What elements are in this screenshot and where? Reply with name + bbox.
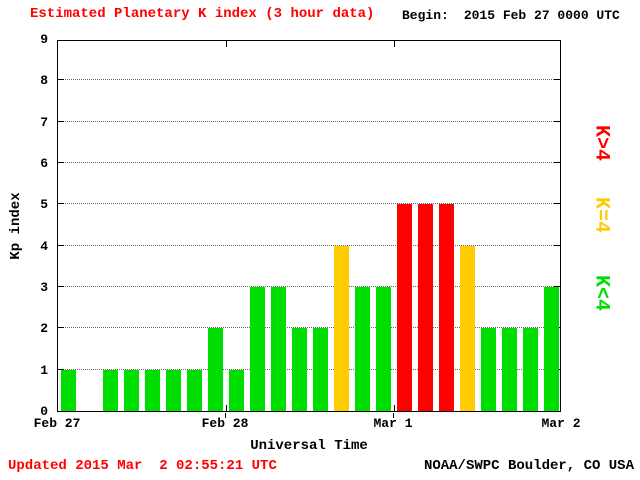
axis-tick xyxy=(58,368,64,370)
axis-tick xyxy=(58,162,64,163)
axis-tick xyxy=(554,79,560,81)
kp-bar xyxy=(523,328,538,411)
updated-timestamp: Updated 2015 Mar 2 02:55:21 UTC xyxy=(8,458,277,474)
kp-bar xyxy=(481,328,496,411)
kp-bar xyxy=(439,204,454,411)
kp-bar xyxy=(313,328,328,411)
x-tick-label-mar-2: Mar 2 xyxy=(541,416,581,431)
kp-bar xyxy=(61,369,76,411)
kp-bar xyxy=(145,369,160,411)
x-tick-label-mar-1: Mar 1 xyxy=(373,416,413,431)
y-tick-label-3: 3 xyxy=(40,280,48,295)
kp-bar xyxy=(166,369,181,411)
kp-bar xyxy=(334,245,349,411)
y-tick-label-9: 9 xyxy=(40,32,48,47)
kp-bar xyxy=(103,369,118,411)
axis-tick xyxy=(58,244,64,246)
axis-tick xyxy=(58,79,64,81)
kp-bar xyxy=(544,287,559,411)
y-tick-label-5: 5 xyxy=(40,197,48,213)
kp-bar xyxy=(271,287,286,411)
y-tick-label-0: 0 xyxy=(40,404,48,419)
kp-bar xyxy=(397,204,412,411)
axis-tick xyxy=(554,162,560,163)
legend-k-gt-4: K>4 xyxy=(589,124,613,162)
day-boundary-tick xyxy=(393,413,394,418)
axis-tick xyxy=(58,286,64,287)
x-tick-label-feb-27: Feb 27 xyxy=(33,416,81,431)
legend-k-lt-4: K<4 xyxy=(589,274,613,312)
axis-tick xyxy=(58,120,64,122)
begin-info: Begin: 2015 Feb 27 0000 UTC xyxy=(402,8,620,23)
begin-value: 2015 Feb 27 0000 UTC xyxy=(463,8,620,23)
plot-area xyxy=(57,40,561,412)
gridline-kp-7 xyxy=(58,120,560,122)
x-axis-tick-labels: Feb 27 Feb 28 Mar 1 Mar 2 xyxy=(34,416,581,432)
y-axis-tick-labels: 0 1 2 3 4 5 6 7 8 9 xyxy=(24,32,48,419)
axis-tick xyxy=(554,244,560,246)
axis-tick xyxy=(226,405,227,411)
gridline-kp-8 xyxy=(58,79,560,81)
kp-bar xyxy=(229,369,244,411)
kp-bar xyxy=(418,204,433,411)
kp-bar xyxy=(208,328,223,411)
legend-k-eq-4: K=4 xyxy=(589,196,613,234)
gridline-kp-5 xyxy=(58,203,560,205)
gridline-kp-4 xyxy=(58,244,560,246)
kp-bar xyxy=(460,245,475,411)
begin-label: Begin: xyxy=(402,8,449,23)
axis-tick xyxy=(554,120,560,122)
credit-text: NOAA/SWPC Boulder, CO USA xyxy=(423,458,634,474)
gridline-kp-3 xyxy=(58,286,560,287)
axis-tick xyxy=(394,405,395,411)
axis-tick xyxy=(58,203,64,205)
axis-tick xyxy=(554,286,560,287)
kp-bar xyxy=(376,287,391,411)
y-tick-label-1: 1 xyxy=(40,362,48,378)
gridline-kp-1 xyxy=(58,368,560,370)
kp-bar xyxy=(502,328,517,411)
axis-tick xyxy=(554,203,560,205)
axis-tick xyxy=(394,41,395,47)
gridline-kp-2 xyxy=(58,327,560,329)
y-tick-label-4: 4 xyxy=(40,238,48,254)
y-tick-label-7: 7 xyxy=(40,114,48,130)
kp-bar xyxy=(124,369,139,411)
axis-tick xyxy=(226,41,227,47)
kp-bar xyxy=(250,287,265,411)
day-boundary-tick xyxy=(225,413,226,418)
gridline-kp-6 xyxy=(58,162,560,163)
kp-bar xyxy=(292,328,307,411)
chart-title: Estimated Planetary K index (3 hour data… xyxy=(30,6,375,22)
x-tick-label-feb-28: Feb 28 xyxy=(201,416,249,431)
y-tick-label-6: 6 xyxy=(40,156,48,171)
axis-tick xyxy=(58,327,64,329)
kp-bar xyxy=(355,287,370,411)
x-axis-title: Universal Time xyxy=(250,438,368,454)
kp-bar xyxy=(187,369,202,411)
y-tick-label-8: 8 xyxy=(40,73,48,89)
y-tick-label-2: 2 xyxy=(40,321,48,337)
y-axis-title: Kp index xyxy=(8,192,24,260)
